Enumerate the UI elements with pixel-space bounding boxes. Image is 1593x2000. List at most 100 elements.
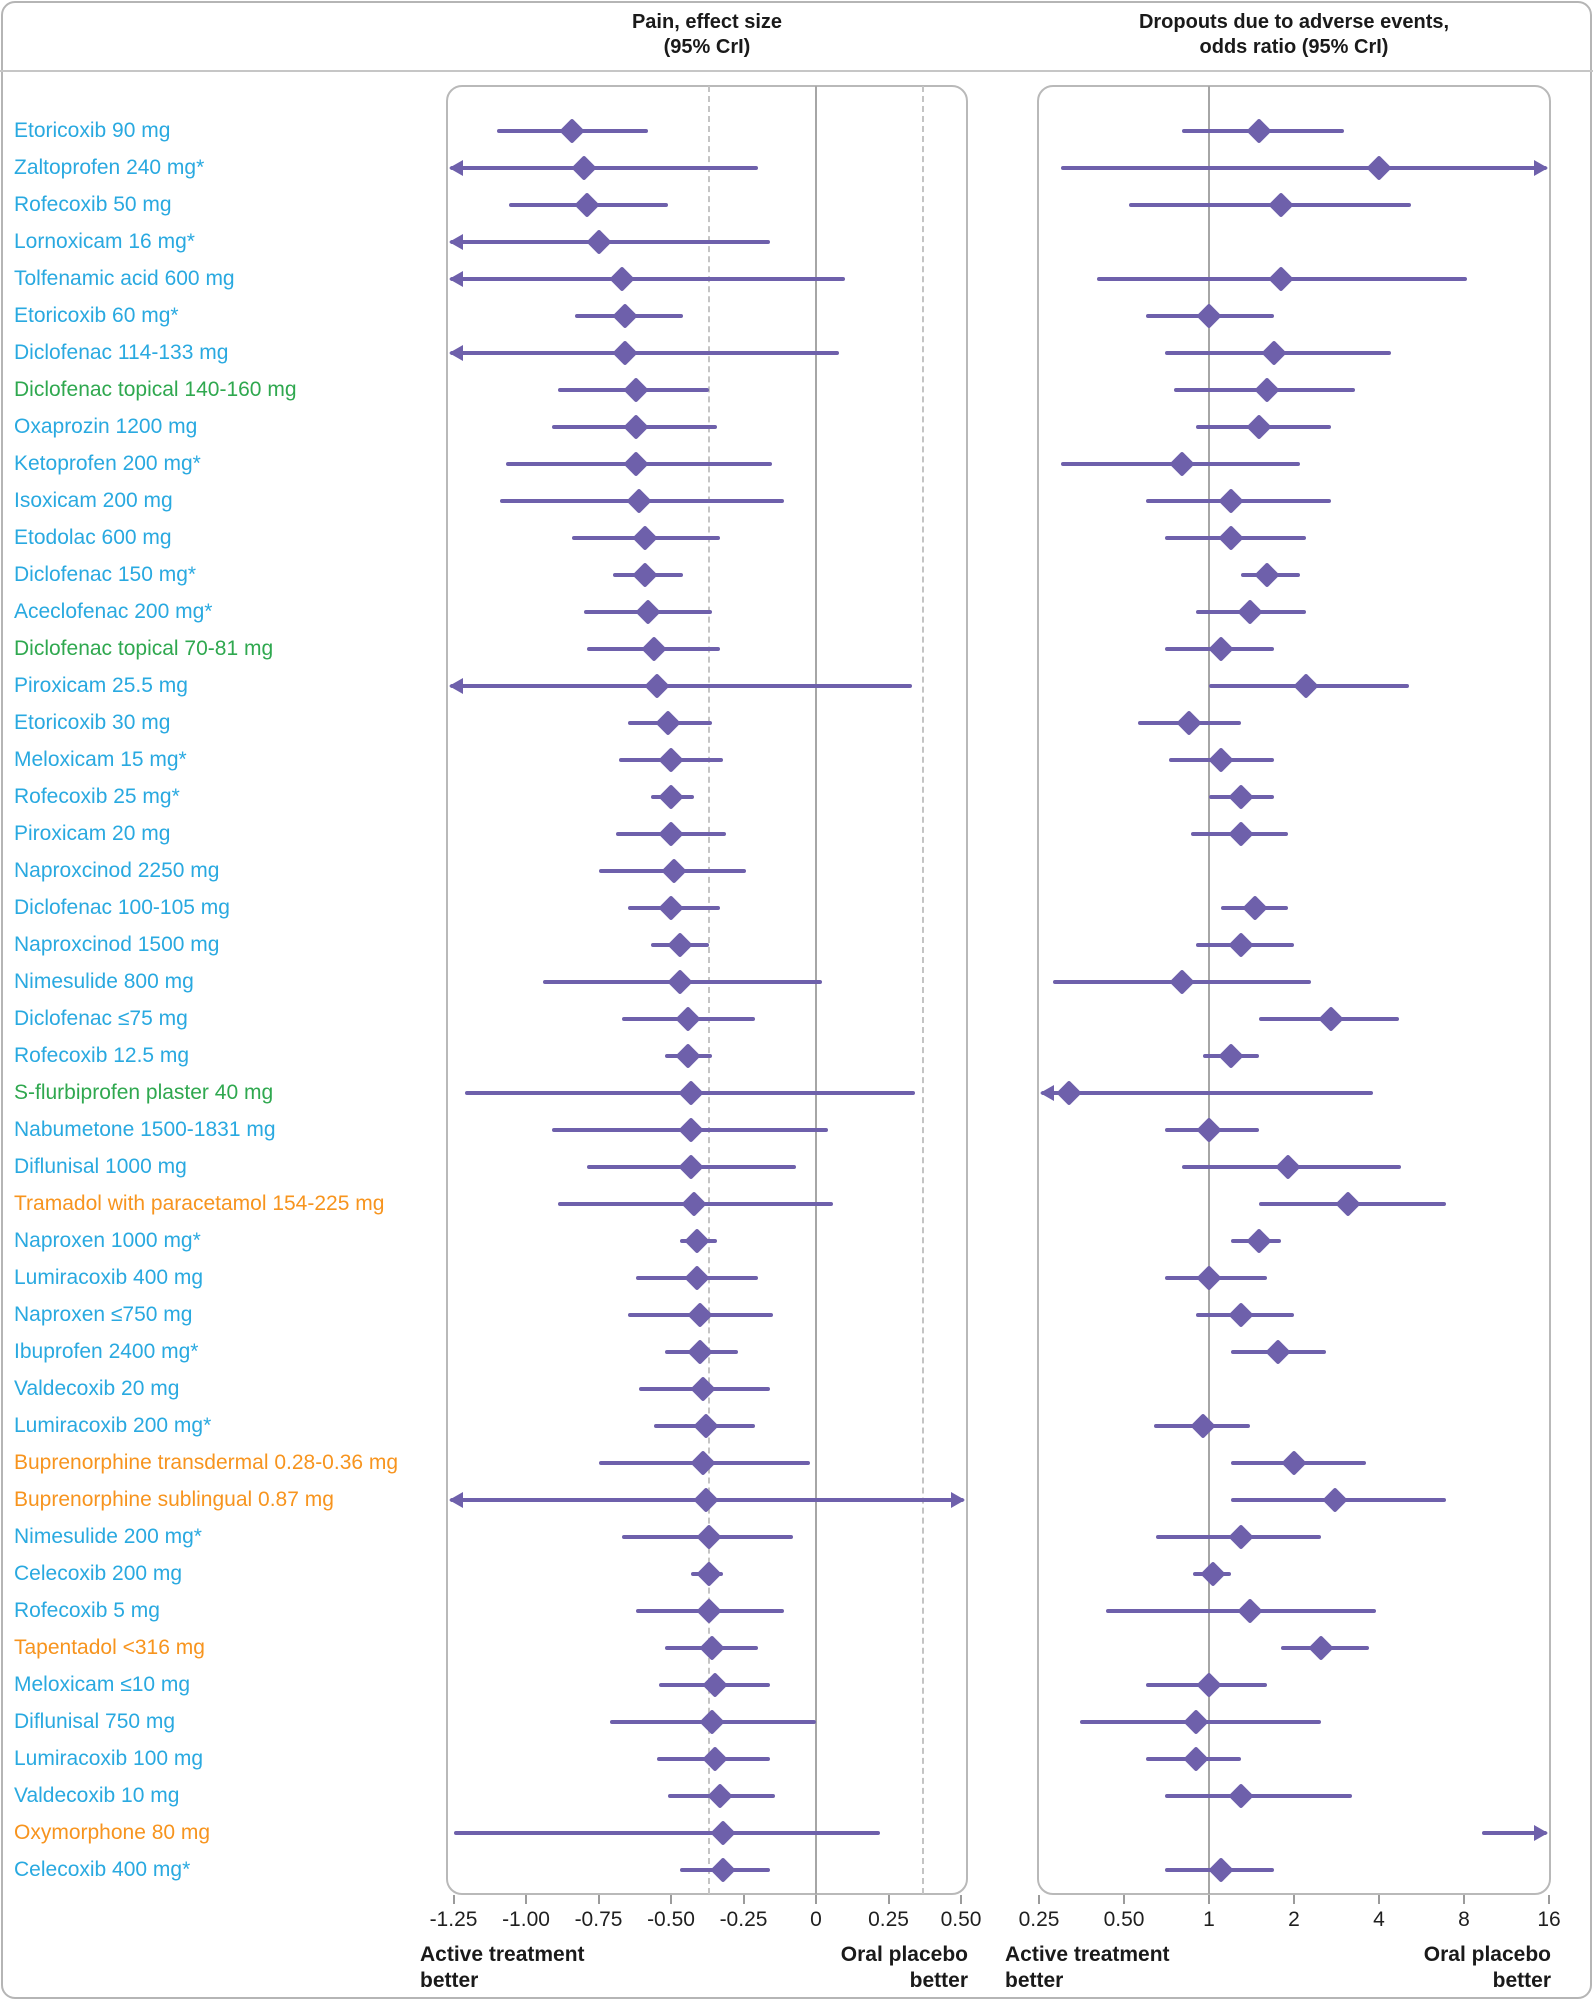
row-label: Valdecoxib 20 mg: [14, 1377, 180, 1400]
pain-ci-line: [450, 684, 912, 688]
pain-panel: [446, 85, 968, 1895]
dropouts-axis-tick: [1378, 1895, 1380, 1904]
pain-axis-tick-label: -0.50: [647, 1908, 695, 1931]
pain-footer-right: Oral placebo better: [840, 1943, 968, 1992]
pain-axis-tick: [452, 1895, 455, 1904]
dropouts-axis-tick-label: 0.50: [1103, 1908, 1145, 1931]
pain-axis-tick: [887, 1895, 890, 1904]
dropouts-axis-tick: [1463, 1895, 1465, 1904]
dropouts-axis-tick-label: 8: [1458, 1908, 1470, 1931]
pain-axis-tick-label: 0: [810, 1908, 822, 1931]
dropouts-ci-arrow-right-icon: [1534, 160, 1548, 176]
row-label: Oxaprozin 1200 mg: [14, 415, 198, 438]
row-label: Ketoprofen 200 mg*: [14, 452, 201, 475]
pain-mcid-refline: [707, 86, 710, 1894]
dropouts-axis-tick-label: 16: [1537, 1908, 1561, 1931]
row-label: Naproxen 1000 mg*: [14, 1229, 201, 1252]
pain-axis-tick-label: 0.50: [940, 1908, 982, 1931]
row-label: Meloxicam ≤10 mg: [14, 1673, 191, 1696]
dropouts-ci-line: [1165, 1794, 1352, 1798]
row-label: Ibuprofen 2400 mg*: [14, 1340, 199, 1363]
row-label: Rofecoxib 5 mg: [14, 1599, 160, 1622]
dropouts-footer-right: Oral placebo better: [1423, 1943, 1551, 1992]
row-label: Celecoxib 400 mg*: [14, 1858, 191, 1881]
dropouts-footer-left: Active treatment better: [1005, 1943, 1170, 1992]
row-label: S-flurbiprofen plaster 40 mg: [14, 1081, 274, 1104]
header-divider: [0, 70, 1593, 72]
pain-axis-tick: [815, 1895, 817, 1904]
pain-ci-arrow-left-icon: [449, 234, 463, 250]
row-label: Celecoxib 200 mg: [14, 1562, 183, 1585]
row-label: Lumiracoxib 400 mg: [14, 1266, 204, 1289]
row-label: Buprenorphine sublingual 0.87 mg: [14, 1488, 334, 1511]
pain-axis-tick-label: -1.25: [429, 1908, 478, 1931]
pain-ci-line: [450, 351, 840, 355]
row-label: Piroxicam 20 mg: [14, 822, 171, 845]
row-label: Naproxcinod 1500 mg: [14, 933, 220, 956]
row-label: Lumiracoxib 100 mg: [14, 1747, 204, 1770]
dropouts-axis-tick-label: 2: [1288, 1908, 1300, 1931]
row-label: Diclofenac ≤75 mg: [14, 1007, 188, 1030]
pain-ci-arrow-left-icon: [449, 160, 463, 176]
pain-footer-left: Active treatment better: [420, 1943, 585, 1992]
dropouts-panel: [1037, 85, 1551, 1895]
pain-ci-arrow-left-icon: [449, 1492, 463, 1508]
dropouts-ci-line: [1061, 166, 1547, 170]
row-label: Diflunisal 750 mg: [14, 1710, 176, 1733]
row-label: Meloxicam 15 mg*: [14, 748, 187, 771]
dropouts-axis-tick-label: 4: [1373, 1908, 1385, 1931]
row-label: Piroxicam 25.5 mg: [14, 674, 188, 697]
dropouts-ci-arrow-right-icon: [1534, 1825, 1548, 1841]
row-label: Zaltoprofen 240 mg*: [14, 156, 205, 179]
dropouts-ci-arrow-left-icon: [1040, 1085, 1054, 1101]
row-label: Diclofenac 114-133 mg: [14, 341, 229, 364]
dropouts-axis-tick: [1293, 1895, 1295, 1904]
row-label: Etoricoxib 60 mg*: [14, 304, 179, 327]
pain-ci-arrow-left-icon: [449, 345, 463, 361]
row-label: Diclofenac 100-105 mg: [14, 896, 230, 919]
row-label: Diclofenac topical 140-160 mg: [14, 378, 297, 401]
row-label: Lumiracoxib 200 mg*: [14, 1414, 212, 1437]
pain-mcid-refline: [922, 86, 925, 1894]
pain-axis-tick: [525, 1895, 527, 1904]
pain-panel-title: Pain, effect size (95% CrI): [631, 11, 783, 58]
dropouts-axis-tick-label: 1: [1203, 1908, 1215, 1931]
row-label: Oxymorphone 80 mg: [14, 1821, 211, 1844]
dropouts-axis-tick: [1123, 1895, 1125, 1904]
pain-ci-arrow-left-icon: [449, 271, 463, 287]
dropouts-axis-tick: [1548, 1895, 1550, 1904]
row-label: Aceclofenac 200 mg*: [14, 600, 213, 623]
row-label: Tapentadol <316 mg: [14, 1636, 205, 1659]
pain-axis-tick: [742, 1895, 745, 1904]
row-label: Rofecoxib 25 mg*: [14, 785, 180, 808]
pain-ci-line: [453, 1831, 880, 1835]
dropouts-axis-tick: [1208, 1895, 1210, 1904]
pain-ci-arrow-right-icon: [951, 1492, 965, 1508]
pain-axis-tick-label: -0.25: [719, 1908, 768, 1931]
row-label: Buprenorphine transdermal 0.28-0.36 mg: [14, 1451, 399, 1474]
row-label: Nimesulide 800 mg: [14, 970, 194, 993]
row-label: Rofecoxib 50 mg: [14, 193, 172, 216]
row-label: Valdecoxib 10 mg: [14, 1784, 180, 1807]
pain-axis-tick-label: -1.00: [502, 1908, 550, 1931]
row-label: Diflunisal 1000 mg: [14, 1155, 187, 1178]
pain-ci-line: [450, 277, 845, 281]
row-label: Naproxcinod 2250 mg: [14, 859, 220, 882]
row-label: Etodolac 600 mg: [14, 526, 172, 549]
row-label: Nabumetone 1500-1831 mg: [14, 1118, 276, 1141]
row-label: Nimesulide 200 mg*: [14, 1525, 202, 1548]
dropouts-axis-tick: [1038, 1895, 1040, 1904]
pain-axis-tick: [597, 1895, 600, 1904]
pain-axis-tick: [960, 1895, 962, 1904]
row-label: Tramadol with paracetamol 154-225 mg: [14, 1192, 385, 1215]
row-label: Naproxen ≤750 mg: [14, 1303, 193, 1326]
row-label: Lornoxicam 16 mg*: [14, 230, 195, 253]
row-label: Rofecoxib 12.5 mg: [14, 1044, 190, 1067]
dropouts-axis-tick-label: 0.25: [1018, 1908, 1060, 1931]
pain-null-refline: [815, 86, 817, 1894]
dropouts-ci-line: [1041, 1091, 1373, 1095]
row-label: Etoricoxib 90 mg: [14, 119, 171, 142]
pain-ci-arrow-left-icon: [449, 678, 463, 694]
